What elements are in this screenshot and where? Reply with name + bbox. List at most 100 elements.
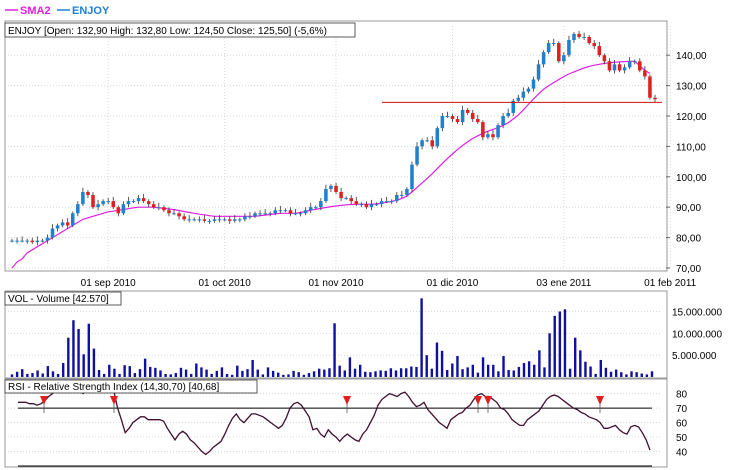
volume-bar [287,374,290,377]
candle [465,109,470,113]
candle [587,36,591,44]
candle [400,195,404,197]
candle [121,204,126,214]
candle [379,201,384,205]
volume-bar [51,371,55,377]
candle [35,240,40,243]
volume-bar [133,373,137,377]
volume-bar [394,370,398,377]
price-y-tick-label: 110,00 [676,142,706,153]
candle [374,204,379,206]
volume-bar [179,367,183,377]
volume-bar [338,365,341,377]
volume-bar [481,357,485,377]
volume-bar [456,356,459,377]
volume-bar [256,369,259,377]
volume-bar [389,368,393,377]
price-x-tick-label: 01 oct 2010 [199,278,252,289]
candle [476,119,480,123]
volume-bar [446,370,449,377]
candle [273,210,278,214]
volume-bar [476,372,480,377]
legend: SMA2 ENJOY [5,5,110,17]
rsi-y-tick-label: 80 [676,390,688,401]
candle [303,210,308,214]
volume-bar [492,364,495,377]
candle [541,52,546,65]
candle [511,100,516,113]
candle [369,204,374,208]
volume-bar [328,368,331,377]
candle [222,219,227,221]
volume-bar [379,370,382,377]
volume-bar [236,365,239,377]
volume-bar [312,371,316,377]
price-x-tick-label: 01 feb 2011 [644,278,697,289]
candle [141,198,146,202]
volume-bars [10,298,654,377]
candle [86,192,90,196]
candle [15,240,19,242]
candle [253,213,257,217]
candle [486,134,490,138]
candle [592,43,597,47]
candle [40,240,45,242]
volume-bar [584,361,587,377]
volume-bar [522,363,526,377]
candle [70,213,75,226]
candle [111,201,116,208]
candle [410,164,414,189]
price-y-tick-label: 140,00 [676,51,707,62]
volume-bar [67,337,70,377]
candle [567,40,571,56]
candle [55,225,60,229]
volume-bar [579,350,582,377]
candle [248,216,252,218]
volume-bar [538,350,541,377]
candle [106,201,110,203]
volume-bar [625,374,628,377]
candle [172,213,176,215]
volume-bar [435,342,439,377]
candle [384,201,389,203]
volume-bar [384,370,387,377]
volume-bar [10,374,14,377]
volume-bar [399,368,403,377]
volume-bar [56,373,60,377]
volume-bar [241,370,244,377]
candle [526,88,531,92]
candlesticks [10,30,657,246]
candle [440,116,445,129]
candle [455,119,460,123]
volume-bar [507,370,510,377]
candle [501,116,505,126]
volume-bar [108,364,111,377]
candle [293,213,298,215]
candle [217,219,222,221]
candle [162,207,166,211]
volume-bar [425,355,428,377]
price-caption: ENJOY [Open: 132,90 High: 132,80 Low: 12… [8,26,327,37]
candle [197,219,202,221]
price-x-axis: 01 sep 2010 01 oct 2010 01 nov 2010 01 dic … [81,278,697,289]
candle [562,55,566,62]
candle [207,220,212,222]
candle [607,61,612,71]
candle [278,210,283,212]
volume-y-tick-label: 15.000.000 [672,307,722,318]
rsi-signals [40,396,604,413]
volume-bar [97,370,101,377]
candle [557,43,561,62]
candle [643,70,647,77]
volume-bar [471,364,474,377]
candle [243,216,247,220]
volume-bar [149,366,152,377]
volume-bar [15,371,19,377]
candle [298,213,303,215]
candle [632,61,637,63]
volume-bar [82,354,85,377]
volume-bar [650,371,654,377]
candle [577,33,581,37]
volume-bar [282,374,285,377]
candle [146,201,151,205]
